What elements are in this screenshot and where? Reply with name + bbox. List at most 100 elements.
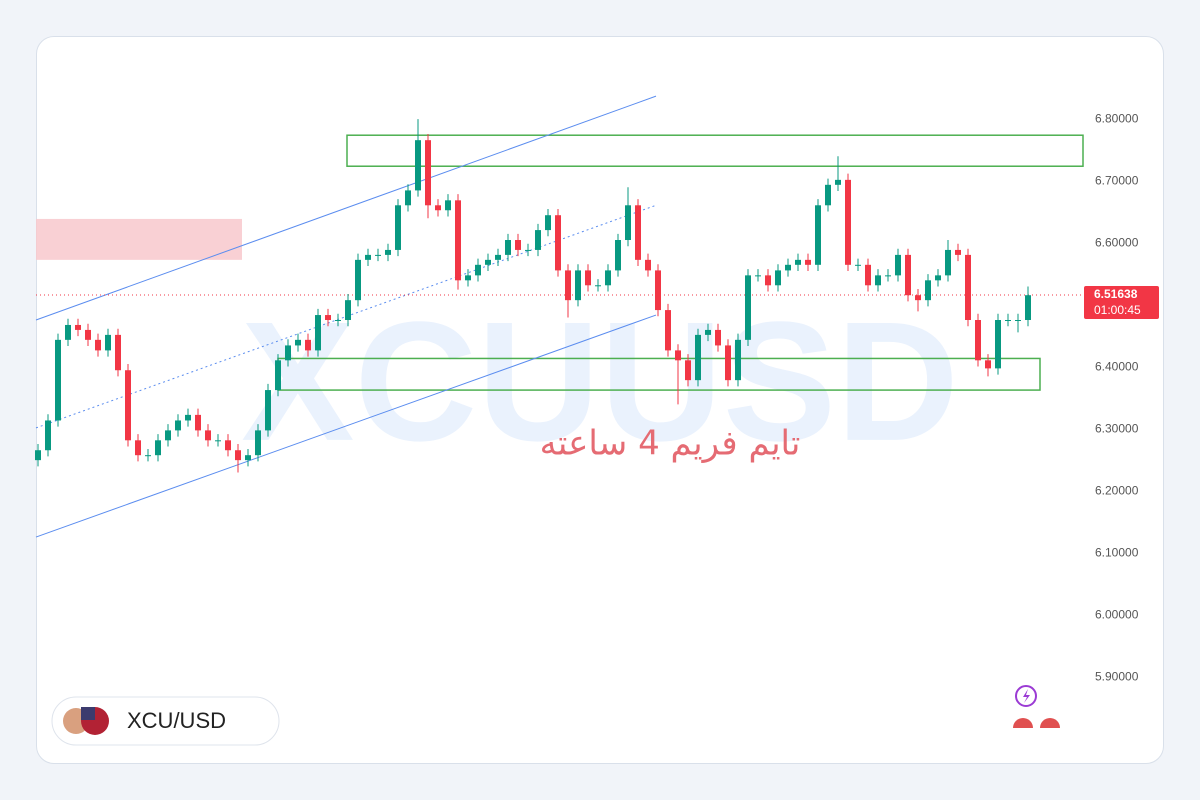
annotation: تایم فریم 4 ساعته: [540, 424, 801, 464]
candle-body: [75, 324, 81, 330]
candle-body: [715, 329, 721, 346]
candle-body: [375, 254, 381, 256]
candle-body: [295, 339, 301, 346]
y-tick-label: 6.10000: [1095, 545, 1139, 559]
candle-body: [195, 414, 201, 431]
candle-body: [265, 390, 271, 431]
candle-body: [975, 320, 981, 361]
candle-body: [895, 254, 901, 276]
candle-body: [685, 360, 691, 381]
zone: [36, 218, 242, 260]
candle-body: [135, 440, 141, 456]
candle-body: [465, 275, 471, 281]
candle-body: [845, 179, 851, 265]
candle-body: [935, 275, 941, 281]
candle-body: [395, 205, 401, 250]
candle-body: [655, 270, 661, 311]
candle-body: [55, 339, 61, 421]
candle-body: [85, 329, 91, 340]
candle-body: [365, 254, 371, 260]
candle-body: [165, 430, 171, 441]
candle-body: [645, 259, 651, 271]
candle-body: [185, 414, 191, 421]
candle-body: [965, 254, 971, 321]
candle-body: [475, 264, 481, 276]
y-tick-label: 6.00000: [1095, 607, 1139, 621]
candle-body: [345, 300, 351, 321]
candle-body: [625, 205, 631, 241]
candle-body: [795, 259, 801, 265]
candle-body: [445, 200, 451, 211]
candle-body: [985, 360, 991, 369]
candle-body: [285, 345, 291, 361]
channel-line: [35, 95, 657, 321]
icon-flag-canton: [81, 707, 95, 720]
candle-body: [785, 264, 791, 271]
candle-body: [505, 240, 511, 255]
candle-body: [485, 259, 491, 265]
candle-body: [955, 249, 961, 255]
watermark: XCUUSD: [241, 287, 959, 477]
candle-body: [35, 450, 41, 461]
candle-body: [925, 280, 931, 301]
candle-body: [725, 345, 731, 381]
candle-body: [95, 339, 101, 351]
candle-body: [385, 249, 391, 255]
y-tick-label: 6.60000: [1095, 235, 1139, 249]
candle-body: [945, 249, 951, 276]
countdown: 01:00:45: [1094, 303, 1141, 317]
icon-a: [1013, 718, 1033, 728]
y-tick-label: 6.30000: [1095, 421, 1139, 435]
price-tag: [1084, 285, 1159, 319]
candle-body: [675, 350, 681, 361]
candle-body: [905, 254, 911, 296]
last-price-label: 6.51638: [1094, 287, 1138, 301]
y-tick-label: 6.70000: [1095, 173, 1139, 187]
icon-b: [1040, 718, 1060, 728]
candle-body: [545, 215, 551, 231]
candle-body: [125, 370, 131, 441]
y-tick-label: 6.80000: [1095, 111, 1139, 125]
y-tick-label: 5.90000: [1095, 669, 1139, 683]
candle-body: [995, 320, 1001, 369]
chart-card: [36, 36, 1164, 764]
zone: [346, 134, 1084, 167]
candle-body: [205, 430, 211, 441]
candle-body: [105, 334, 111, 351]
candle-body: [1025, 295, 1031, 321]
candle-body: [235, 450, 241, 461]
candle-body: [1005, 320, 1011, 322]
candle-body: [1015, 320, 1021, 322]
candle-body: [355, 259, 361, 301]
candle-body: [835, 179, 841, 185]
icon-bolt-glyph: [1023, 689, 1030, 703]
candle-body: [245, 455, 251, 461]
candle-body: [335, 320, 341, 322]
symbol-label: XCU/USD: [127, 708, 226, 733]
candle-body: [595, 285, 601, 287]
candle-body: [815, 205, 821, 265]
channel-line: [35, 314, 657, 538]
candle-body: [635, 205, 641, 260]
candle-body: [525, 249, 531, 251]
candle-body: [315, 315, 321, 351]
candle-body: [555, 215, 561, 271]
candle-body: [65, 324, 71, 340]
candle-body: [115, 334, 121, 371]
candle-body: [735, 339, 741, 381]
candle-body: [225, 440, 231, 451]
candle-body: [565, 270, 571, 301]
y-tick-label: 6.40000: [1095, 359, 1139, 373]
candle-body: [495, 254, 501, 260]
candle-body: [805, 259, 811, 265]
candle-body: [435, 205, 441, 211]
candle-body: [275, 360, 281, 391]
candle-body: [825, 184, 831, 206]
candle-body: [705, 329, 711, 335]
candle-body: [875, 275, 881, 286]
candle-body: [575, 270, 581, 301]
candle-body: [865, 264, 871, 286]
pill-bg: [51, 696, 280, 746]
